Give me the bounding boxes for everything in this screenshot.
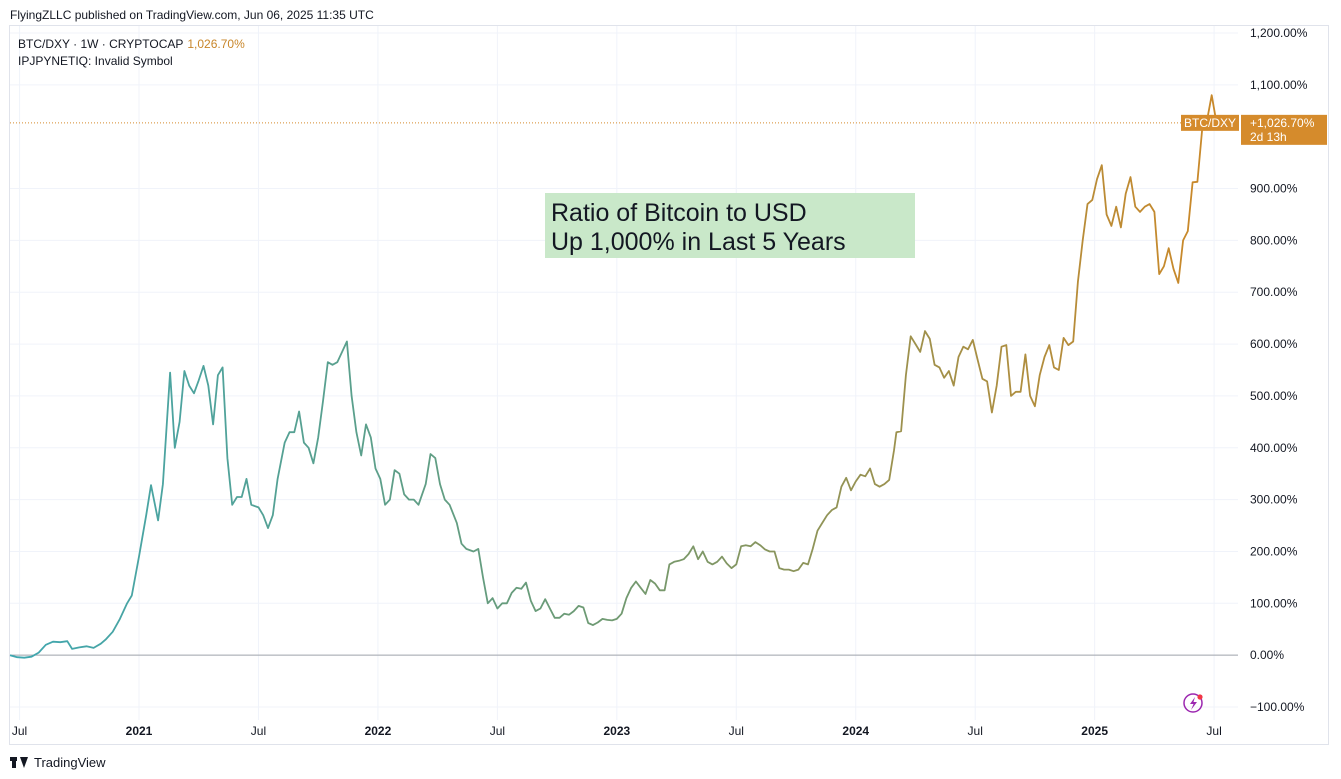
countdown-label: 2d 13h xyxy=(1250,130,1287,144)
lightning-icon[interactable] xyxy=(1183,693,1203,713)
x-tick-label: Jul xyxy=(12,724,27,738)
legend: BTC/DXY · 1W · CRYPTOCAP 1,026.70% IPJPYN… xyxy=(18,36,245,70)
annotation-background xyxy=(545,193,915,258)
x-tick-label: Jul xyxy=(251,724,266,738)
value-label-box xyxy=(1241,114,1327,145)
y-tick-label: 200.00% xyxy=(1250,544,1298,558)
x-tick-label: Jul xyxy=(1206,724,1221,738)
legend-value: 1,026.70% xyxy=(187,37,245,51)
series-btc-dxy xyxy=(9,94,1218,659)
grid xyxy=(10,26,1238,720)
y-tick-label: 600.00% xyxy=(1250,337,1298,351)
y-tick-label: 1,200.00% xyxy=(1250,26,1308,40)
tradingview-brand: TradingView xyxy=(34,755,106,770)
legend-symbol-row[interactable]: BTC/DXY · 1W · CRYPTOCAP 1,026.70% xyxy=(18,36,245,53)
annotation-line-2: Up 1,000% in Last 5 Years xyxy=(551,228,846,256)
legend-invalid-symbol: IPJPYNETIQ: Invalid Symbol xyxy=(18,54,173,68)
tradingview-logo-icon xyxy=(10,757,28,768)
annotation-box: Ratio of Bitcoin to USD Up 1,000% in Las… xyxy=(545,193,915,258)
y-tick-label: 400.00% xyxy=(1250,441,1298,455)
annotation-line-1: Ratio of Bitcoin to USD xyxy=(551,199,807,227)
y-tick-label: 100.00% xyxy=(1250,596,1298,610)
x-tick-label: Jul xyxy=(490,724,505,738)
y-tick-label: −100.00% xyxy=(1250,700,1305,714)
x-tick-label: 2024 xyxy=(842,724,869,738)
x-tick-label: Jul xyxy=(968,724,983,738)
chart-frame xyxy=(9,25,1329,745)
y-axis: 1,200.00% 1,100.00% 900.00% 800.00% 700.00% 6… xyxy=(1250,26,1308,714)
publisher-line: FlyingZLLC published on TradingView.com,… xyxy=(10,8,374,22)
y-tick-label: 800.00% xyxy=(1250,233,1298,247)
x-tick-label: 2023 xyxy=(603,724,630,738)
value-label: +1,026.70% xyxy=(1250,116,1315,130)
y-tick-label: 300.00% xyxy=(1250,493,1298,507)
x-tick-label: 2022 xyxy=(365,724,392,738)
legend-symbol: BTC/DXY · 1W · CRYPTOCAP xyxy=(18,37,184,51)
y-tick-label: 500.00% xyxy=(1250,389,1298,403)
x-axis: Jul 2021 Jul 2022 Jul 2023 Jul 2024 Jul 2025 Jul xyxy=(12,724,1222,738)
x-tick-label: Jul xyxy=(729,724,744,738)
y-tick-label: 900.00% xyxy=(1250,182,1298,196)
y-tick-label: 700.00% xyxy=(1250,285,1298,299)
symbol-label-box xyxy=(1181,114,1239,131)
y-tick-label: 1,100.00% xyxy=(1250,78,1308,92)
series-line-btc-dxy xyxy=(9,94,1218,659)
last-value-badge: BTC/DXY +1,026.70% 2d 13h xyxy=(10,114,1327,145)
x-tick-label: 2025 xyxy=(1081,724,1108,738)
y-tick-label: 0.00% xyxy=(1250,648,1284,662)
x-tick-label: 2021 xyxy=(126,724,153,738)
symbol-label: BTC/DXY xyxy=(1184,116,1236,130)
tradingview-footer[interactable]: TradingView xyxy=(10,755,106,770)
